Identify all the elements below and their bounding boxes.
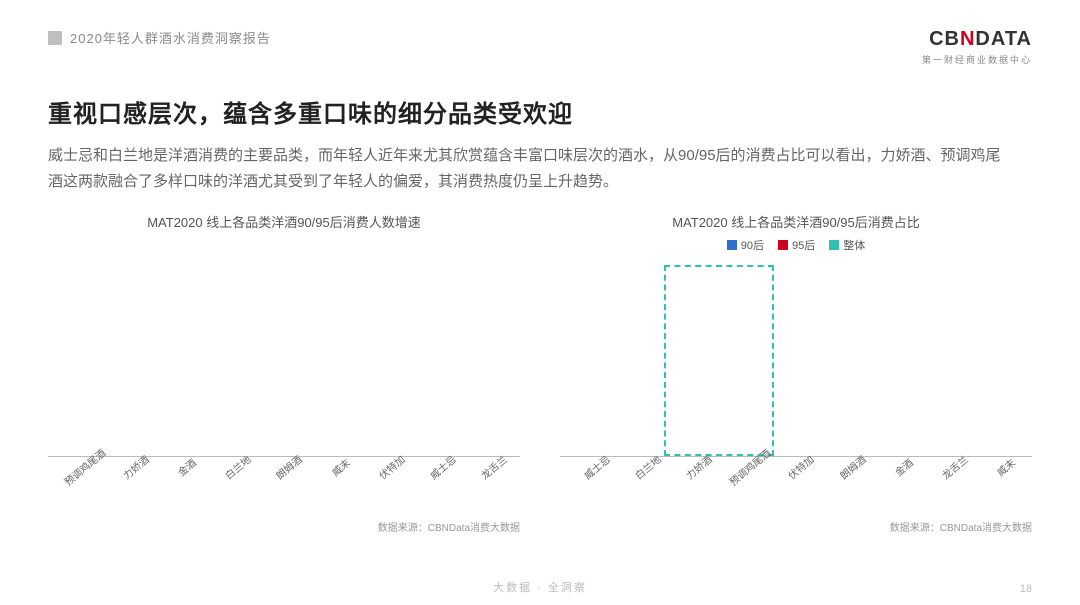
- chart-left: MAT2020 线上各品类洋酒90/95后消费人数增速 预调鸡尾酒力娇酒金酒白兰…: [48, 212, 520, 534]
- chart-right: MAT2020 线上各品类洋酒90/95后消费占比 90后 95后 整体 威士忌白兰…: [560, 212, 1032, 534]
- chart-right-title: MAT2020 线上各品类洋酒90/95后消费占比: [560, 212, 1032, 231]
- chart-right-source: 数据来源：CBNData消费大数据: [560, 519, 1032, 534]
- chart-left-xlabels: 预调鸡尾酒力娇酒金酒白兰地朗姆酒威末伏特加威士忌龙舌兰: [48, 461, 520, 501]
- headline: 重视口感层次，蕴含多重口味的细分品类受欢迎: [48, 94, 1032, 129]
- report-name: 2020年轻人群酒水消费洞察报告: [70, 28, 271, 47]
- brand-n: N: [960, 28, 975, 50]
- chart-left-source: 数据来源：CBNData消费大数据: [48, 519, 520, 534]
- slide: 2020年轻人群酒水消费洞察报告 CBNDATA 第一财经商业数据中心 重视口感…: [0, 0, 1080, 605]
- brand-left: CB: [929, 28, 960, 50]
- legend-swatch: [829, 240, 839, 250]
- chart-left-legend-spacer: [48, 237, 520, 253]
- chart-left-title: MAT2020 线上各品类洋酒90/95后消费人数增速: [48, 212, 520, 231]
- footer-text: 大数据 · 全洞察: [0, 579, 1080, 595]
- legend-item: 整体: [829, 237, 865, 253]
- charts-row: MAT2020 线上各品类洋酒90/95后消费人数增速 预调鸡尾酒力娇酒金酒白兰…: [48, 212, 1032, 534]
- paragraph: 威士忌和白兰地是洋酒消费的主要品类，而年轻人近年来尤其欣赏蕴含丰富口味层次的酒水…: [48, 143, 1008, 194]
- legend-label: 90后: [741, 237, 764, 253]
- brand-right: DATA: [975, 28, 1032, 50]
- header-left: 2020年轻人群酒水消费洞察报告: [48, 28, 271, 47]
- chart-right-xlabels: 威士忌白兰地力娇酒预调鸡尾酒伏特加朗姆酒金酒龙舌兰威末: [560, 461, 1032, 501]
- legend-label: 整体: [843, 237, 865, 253]
- header-marker: [48, 31, 62, 45]
- legend-swatch: [727, 240, 737, 250]
- legend-item: 90后: [727, 237, 764, 253]
- legend-label: 95后: [792, 237, 815, 253]
- topbar: 2020年轻人群酒水消费洞察报告 CBNDATA 第一财经商业数据中心: [48, 28, 1032, 66]
- legend-swatch: [778, 240, 788, 250]
- brand-block: CBNDATA 第一财经商业数据中心: [922, 28, 1032, 66]
- brand-sub: 第一财经商业数据中心: [922, 53, 1032, 66]
- highlight-box: [664, 265, 774, 456]
- page-number: 18: [1020, 583, 1032, 595]
- chart-right-legend: 90后 95后 整体: [560, 237, 1032, 253]
- chart-left-plot: [48, 257, 520, 457]
- brand-logo: CBNDATA: [922, 28, 1032, 51]
- legend-item: 95后: [778, 237, 815, 253]
- chart-right-plot: [560, 257, 1032, 457]
